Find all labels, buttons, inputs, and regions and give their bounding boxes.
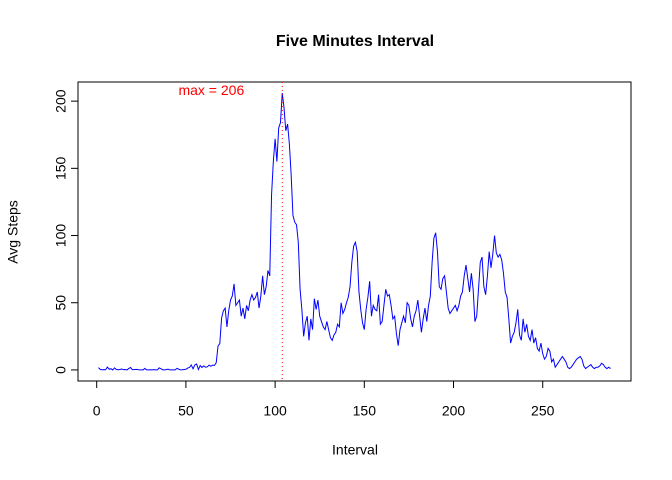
- plot-box: [77, 81, 632, 382]
- y-tick-label: 100: [53, 224, 69, 248]
- x-tick-label: 150: [353, 403, 377, 419]
- y-axis-label: Avg Steps: [5, 200, 21, 264]
- x-axis-label: Interval: [332, 442, 378, 458]
- chart-title: Five Minutes Interval: [276, 33, 434, 50]
- y-tick-label: 200: [53, 89, 69, 113]
- x-tick-label: 250: [531, 403, 555, 419]
- y-tick-label: 150: [53, 156, 69, 180]
- x-tick-label: 0: [93, 403, 101, 419]
- x-tick-label: 200: [442, 403, 466, 419]
- data-line: [98, 93, 611, 371]
- y-tick-label: 0: [53, 366, 69, 374]
- x-tick-label: 100: [263, 403, 287, 419]
- x-tick-label: 50: [178, 403, 194, 419]
- y-tick-label: 50: [53, 295, 69, 311]
- max-annotation: max = 206: [178, 82, 244, 98]
